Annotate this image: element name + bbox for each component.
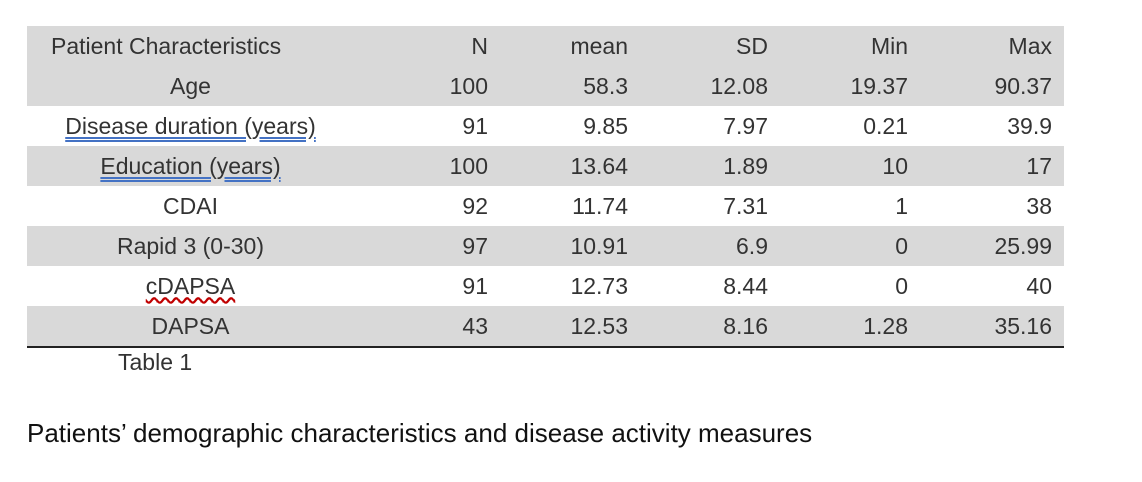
cell-max: 35.16 (920, 306, 1064, 348)
cell-n: 100 (354, 66, 500, 106)
cell-n: 43 (354, 306, 500, 348)
cell-min: 0 (895, 272, 908, 299)
cell-n: 100 (354, 146, 500, 186)
row-label: Age (27, 66, 354, 106)
header-max: Max (920, 26, 1064, 66)
cell-n: 91 (462, 112, 488, 139)
cell-min: 0.21 (863, 112, 908, 139)
cell-mean: 12.53 (500, 306, 640, 348)
cell-min: 0 (780, 226, 920, 266)
cell-mean: 12.73 (570, 272, 628, 299)
row-label-text: Disease duration (years) (65, 112, 316, 139)
cell-mean: 10.91 (500, 226, 640, 266)
table-row: cDAPSA 91 12.73 8.44 0 40 (27, 266, 1064, 306)
cell-mean: 58.3 (500, 66, 640, 106)
row-label-text: cDAPSA (145, 272, 236, 299)
header-patient-characteristics: Patient Characteristics (27, 26, 354, 66)
row-label: Disease duration (years) (27, 106, 354, 146)
cell-sd: 8.16 (640, 306, 780, 348)
table-caption: Table 1 (118, 349, 193, 375)
cell-max: 38 (1026, 192, 1052, 219)
cell-sd: 7.31 (723, 192, 768, 219)
header-mean: mean (500, 26, 640, 66)
cell-max: 90.37 (920, 66, 1064, 106)
row-label: cDAPSA (27, 266, 354, 306)
table-row: Rapid 3 (0-30) 97 10.91 6.9 0 25.99 (27, 226, 1064, 266)
cell-mean: 11.74 (572, 192, 628, 219)
cell-sd: 6.9 (640, 226, 780, 266)
row-label: DAPSA (27, 306, 354, 348)
characteristics-table-container: Patient Characteristics N mean SD Min Ma… (27, 26, 1064, 348)
cell-min: 1 (895, 192, 908, 219)
cell-min: 19.37 (780, 66, 920, 106)
cell-max: 39.9 (1007, 112, 1052, 139)
header-n: N (354, 26, 500, 66)
header-sd: SD (640, 26, 780, 66)
table-description: Patients’ demographic characteristics an… (27, 418, 813, 448)
cell-n: 92 (462, 192, 488, 219)
table-row: Education (years) 100 13.64 1.89 10 17 (27, 146, 1064, 186)
row-label: CDAI (163, 192, 218, 219)
cell-mean: 9.85 (583, 112, 628, 139)
table-row: Age 100 58.3 12.08 19.37 90.37 (27, 66, 1064, 106)
header-min: Min (780, 26, 920, 66)
cell-max: 25.99 (920, 226, 1064, 266)
cell-min: 1.28 (780, 306, 920, 348)
cell-sd: 8.44 (723, 272, 768, 299)
table-row: CDAI 92 11.74 7.31 1 38 (27, 186, 1064, 226)
cell-n: 91 (462, 272, 488, 299)
patient-characteristics-table: Patient Characteristics N mean SD Min Ma… (27, 26, 1064, 348)
cell-sd: 1.89 (640, 146, 780, 186)
row-label-text: Education (years) (100, 152, 281, 179)
table-row: DAPSA 43 12.53 8.16 1.28 35.16 (27, 306, 1064, 348)
cell-min: 10 (780, 146, 920, 186)
cell-max: 40 (1026, 272, 1052, 299)
cell-n: 97 (354, 226, 500, 266)
cell-sd: 7.97 (723, 112, 768, 139)
cell-max: 17 (920, 146, 1064, 186)
row-label: Rapid 3 (0-30) (27, 226, 354, 266)
table-row: Disease duration (years) 91 9.85 7.97 0.… (27, 106, 1064, 146)
cell-sd: 12.08 (640, 66, 780, 106)
table-header-row: Patient Characteristics N mean SD Min Ma… (27, 26, 1064, 66)
row-label: Education (years) (27, 146, 354, 186)
cell-mean: 13.64 (500, 146, 640, 186)
